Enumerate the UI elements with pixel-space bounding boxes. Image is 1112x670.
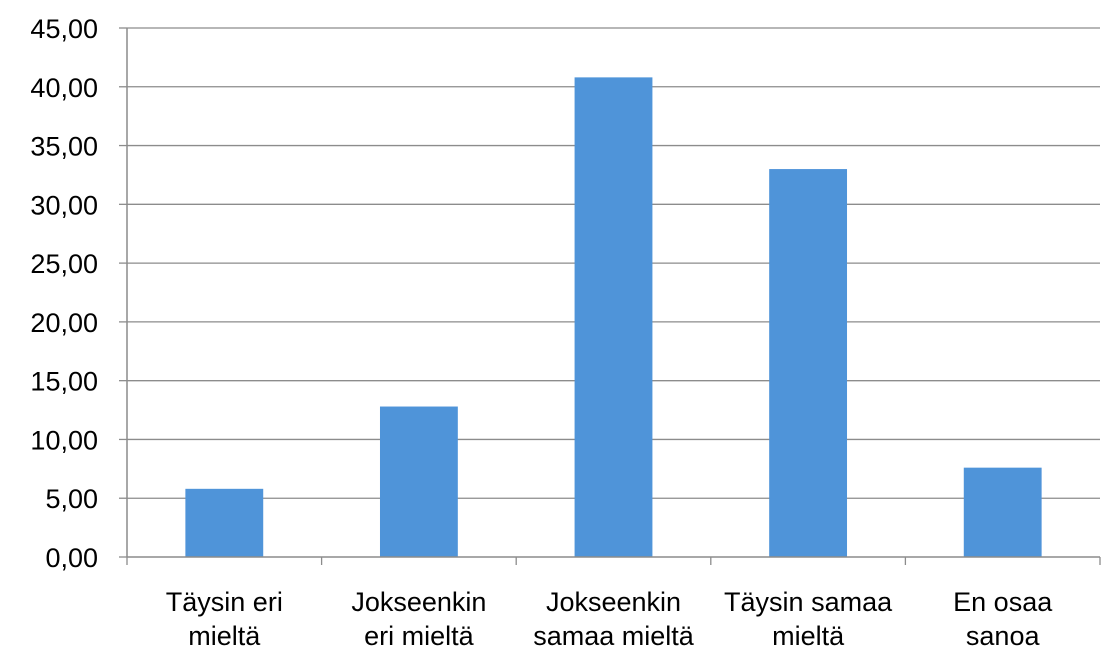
y-tick-label: 40,00 xyxy=(30,73,98,103)
x-category-label: samaa mieltä xyxy=(533,621,695,651)
x-category-label: sanoa xyxy=(966,621,1041,651)
x-category-label: Täysin eri xyxy=(166,587,283,617)
x-category-labels: Täysin eri mieltä Jokseenkin eri mieltä Joks… xyxy=(166,587,1053,651)
y-tick-label: 5,00 xyxy=(45,484,98,514)
y-tick-label: 10,00 xyxy=(30,425,98,455)
y-tick-label: 20,00 xyxy=(30,308,98,338)
x-category-label: En osaa xyxy=(953,587,1053,617)
x-category-label: Jokseenkin xyxy=(351,587,486,617)
y-tick-label: 25,00 xyxy=(30,249,98,279)
x-category-label: Jokseenkin xyxy=(546,587,681,617)
y-tick-label: 0,00 xyxy=(45,543,98,573)
axes xyxy=(119,27,1101,565)
bar xyxy=(379,406,458,557)
y-tick-label: 35,00 xyxy=(30,132,98,162)
y-tick-label: 30,00 xyxy=(30,190,98,220)
bar xyxy=(769,169,848,558)
y-tick-labels: 0,00 5,00 10,00 15,00 20,00 25,00 30,00 35,00 40… xyxy=(30,14,98,573)
bar xyxy=(963,467,1042,557)
bar xyxy=(574,77,653,557)
x-category-label: mieltä xyxy=(188,621,261,651)
x-category-label: Täysin samaa xyxy=(724,587,893,617)
bars xyxy=(185,77,1042,558)
y-tick-label: 15,00 xyxy=(30,367,98,397)
x-category-label: eri mieltä xyxy=(364,621,475,651)
bar xyxy=(185,488,264,557)
x-category-label: mieltä xyxy=(772,621,845,651)
y-tick-label: 45,00 xyxy=(30,14,98,44)
